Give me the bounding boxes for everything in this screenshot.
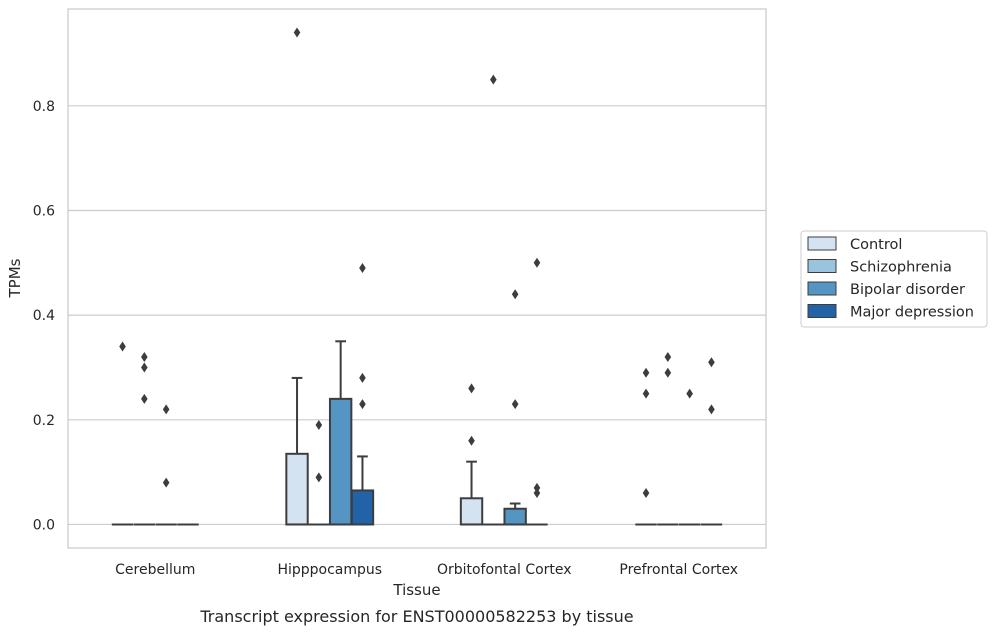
box-hipppocampus-control — [285, 27, 309, 526]
y-tick-label: 0.8 — [33, 99, 55, 115]
box-prefrontal-cortex-major-depression — [700, 357, 723, 526]
outlier-point — [686, 388, 693, 399]
box-cerebellum-schizophrenia — [133, 351, 156, 526]
x-tick-label: Prefrontal Cortex — [619, 562, 738, 578]
box-body — [503, 507, 527, 526]
outlier-point — [359, 263, 366, 274]
outlier-point — [468, 383, 475, 394]
outlier-point — [162, 404, 170, 415]
outlier-point — [141, 362, 148, 373]
box-body — [350, 489, 375, 526]
box-prefrontal-cortex-schizophrenia — [657, 351, 679, 526]
outlier-point — [511, 399, 519, 410]
x-tick-label: Cerebellum — [115, 562, 195, 578]
outlier-point — [642, 488, 650, 499]
box-prefrontal-cortex-bipolar-disorder — [678, 388, 701, 526]
box-orbitofontal-cortex-major-depression — [526, 257, 548, 526]
legend-swatch — [807, 236, 837, 251]
box-hipppocampus-bipolar-disorder — [328, 340, 353, 526]
legend-label: Control — [850, 237, 902, 253]
legend-swatch — [807, 259, 837, 273]
plot-area — [67, 8, 767, 549]
box-orbitofontal-cortex-bipolar-disorder — [503, 289, 527, 526]
box-body — [459, 497, 484, 526]
legend-label: Bipolar disorder — [850, 282, 965, 298]
outlier-point — [141, 351, 148, 362]
outlier-point — [141, 393, 148, 404]
outlier-point — [490, 74, 497, 85]
x-axis-ticks: Cerebellum Hipppocampus Orbitofontal Corte… — [115, 562, 738, 578]
outlier-point — [511, 289, 519, 300]
x-tick-label: Hipppocampus — [277, 562, 382, 578]
outlier-point — [162, 477, 170, 488]
outlier-point — [533, 257, 541, 268]
boxes — [111, 27, 723, 526]
outlier-point — [664, 367, 672, 378]
outlier-point — [315, 472, 323, 483]
y-tick-label: 0.0 — [33, 517, 55, 533]
outlier-point — [708, 404, 715, 415]
box-hipppocampus-schizophrenia — [308, 420, 330, 526]
legend-swatch — [807, 281, 837, 296]
box-cerebellum-bipolar-disorder — [155, 404, 177, 526]
outlier-point — [533, 482, 541, 493]
outlier-point — [293, 27, 301, 38]
legend-swatch — [807, 304, 837, 318]
legend-frame — [800, 230, 988, 328]
legend: Control Schizophrenia Bipolar disorder Majo… — [800, 230, 988, 328]
y-axis-ticks: 0.0 0.2 0.4 0.6 0.8 — [33, 99, 55, 534]
box-prefrontal-cortex-control — [635, 367, 657, 526]
box-hipppocampus-major-depression — [350, 263, 375, 526]
box-body — [328, 397, 353, 526]
grid — [68, 105, 766, 526]
outlier-point — [642, 388, 650, 399]
y-tick-label: 0.6 — [33, 203, 55, 219]
outlier-point — [315, 420, 323, 431]
box-cerebellum-control — [111, 341, 134, 526]
legend-label: Schizophrenia — [850, 260, 952, 276]
outlier-point — [708, 357, 715, 368]
box-body — [285, 452, 309, 526]
box-orbitofontal-cortex-control — [459, 383, 484, 526]
box-orbitofontal-cortex-schizophrenia — [482, 74, 505, 526]
x-tick-label: Orbitofontal Cortex — [437, 562, 572, 578]
y-tick-label: 0.2 — [33, 413, 55, 429]
outlier-point — [468, 435, 475, 446]
y-tick-label: 0.4 — [33, 308, 55, 324]
outlier-point — [642, 367, 650, 378]
outlier-point — [119, 341, 126, 352]
outlier-point — [533, 488, 541, 499]
chart-caption: Transcript expression for ENST0000058225… — [199, 607, 633, 626]
legend-label: Major depression — [850, 305, 974, 321]
outlier-point — [359, 399, 366, 410]
x-axis-title: Tissue — [392, 581, 440, 599]
outlier-point — [664, 351, 672, 362]
y-axis-title: TPMs — [6, 258, 24, 298]
outlier-point — [359, 372, 366, 383]
